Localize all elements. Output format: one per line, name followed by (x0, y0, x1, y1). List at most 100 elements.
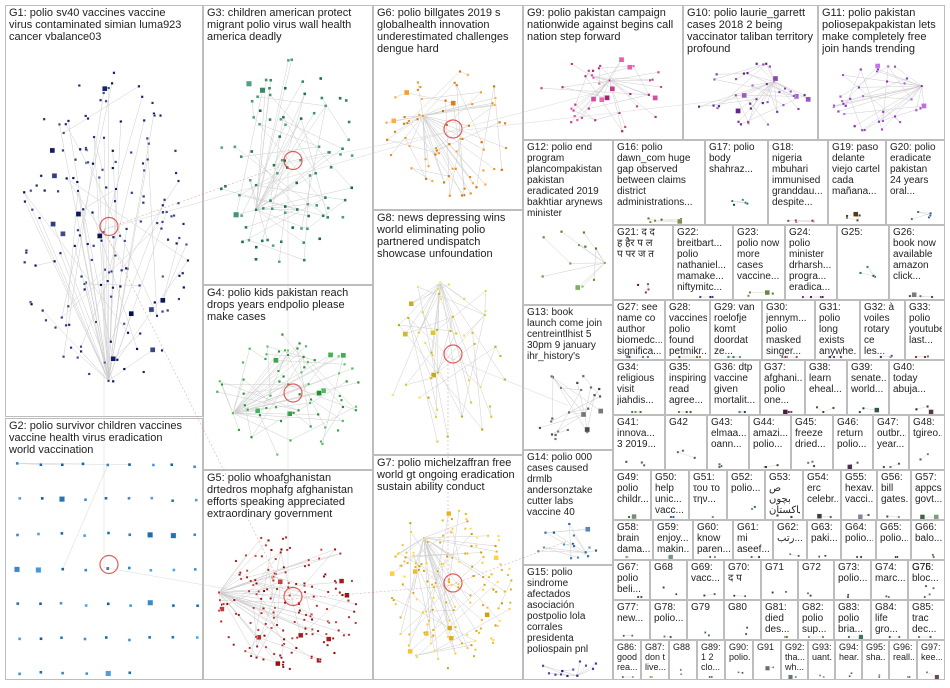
group-panel-g80: G80 (724, 600, 761, 640)
node-g4-53 (215, 390, 219, 394)
node-g3-38 (239, 213, 244, 218)
node-g8-45 (454, 331, 458, 335)
node-g9-7 (626, 64, 633, 71)
node-g28-0 (677, 355, 681, 359)
group-nodes-g92 (787, 674, 798, 679)
node-g5-112 (269, 596, 273, 600)
node-g5-14 (326, 636, 332, 642)
group-label-g1: G1: polio sv40 vaccines vaccine virus co… (9, 7, 182, 43)
group-nodes-g8 (391, 280, 507, 444)
node-g1-21 (138, 284, 142, 288)
node-g7-42 (450, 527, 454, 531)
group-nodes-g39 (858, 406, 880, 414)
node-g1-19 (103, 268, 107, 272)
node-g1-60 (101, 85, 108, 92)
node-g40-1 (915, 407, 918, 411)
node-g3-66 (329, 165, 333, 169)
group-nodes-g69 (703, 592, 716, 597)
node-set-g76 (924, 584, 935, 590)
node-g8-11 (462, 297, 466, 301)
node-g1-89 (87, 372, 91, 376)
node-g66-1 (932, 555, 935, 559)
node-g12-6 (542, 235, 546, 239)
group-nodes-g84 (888, 635, 901, 639)
node-g38-0 (832, 406, 835, 410)
node-g3-25 (244, 225, 248, 230)
node-g12-11 (568, 261, 572, 265)
node-g5-37 (255, 656, 259, 659)
node-g17-3 (745, 202, 749, 206)
node-g5-74 (310, 585, 314, 589)
node-set-g27 (625, 355, 650, 359)
node-g7-5 (470, 532, 474, 536)
node-g7-27 (486, 534, 490, 538)
node-g5-106 (256, 628, 260, 632)
node-g14-8 (587, 546, 591, 550)
node-g77-0 (631, 634, 634, 637)
node-g41-2 (640, 461, 644, 464)
group-nodes-g32 (879, 354, 894, 359)
group-label-g77: G77: new... (617, 602, 644, 624)
node-g1-164 (109, 270, 113, 274)
node-g2-3 (81, 462, 85, 466)
node-set-g32 (879, 354, 894, 359)
group-panel-g12: G12: polio end program plancompakistan p… (523, 140, 613, 305)
node-g3-22 (275, 171, 280, 176)
node-g5-53 (333, 547, 337, 551)
group-nodes-g33 (914, 355, 930, 359)
node-g1-28 (114, 187, 118, 191)
node-g12-4 (582, 230, 586, 234)
group-panel-g7: G7: polio michelzaffran free world gt on… (373, 455, 523, 680)
node-g4-65 (286, 349, 290, 353)
group-nodes-g71 (771, 590, 788, 594)
node-g7-40 (425, 561, 428, 565)
node-g3-61 (350, 153, 354, 158)
group-nodes-g23 (746, 289, 775, 298)
node-g80-1 (744, 632, 748, 636)
node-g3-26 (257, 122, 262, 127)
node-g7-100 (448, 635, 454, 641)
node-g94-0 (850, 672, 853, 675)
node-g14-7 (542, 545, 546, 549)
group-nodes-g55 (857, 513, 870, 519)
node-g4-50 (340, 352, 347, 359)
node-g11-0 (920, 84, 924, 88)
node-g3-87 (268, 117, 272, 122)
node-g5-117 (316, 629, 320, 633)
node-g4-62 (280, 333, 284, 337)
node-g1-32 (160, 220, 164, 224)
node-set-g20 (910, 210, 933, 221)
group-nodes-g74 (885, 595, 891, 599)
node-g34-1 (630, 410, 634, 414)
node-g30-2 (784, 355, 787, 359)
node-g1-78 (106, 279, 110, 283)
node-g7-115 (421, 610, 425, 614)
node-set-g85 (917, 635, 932, 639)
group-label-g88: G88 (673, 642, 691, 652)
node-g5-23 (338, 552, 342, 556)
node-g96-1 (908, 675, 911, 679)
node-g5-39 (281, 629, 285, 632)
node-g8-0 (438, 280, 442, 284)
node-set-g61 (750, 555, 761, 559)
node-g11-29 (860, 128, 864, 132)
node-g5-50 (262, 589, 266, 593)
group-panel-g34: G34: religious visit jiahdis... (613, 360, 665, 415)
node-set-g86 (621, 675, 635, 679)
node-g5-142 (294, 582, 298, 586)
group-label-g7: G7: polio michelzaffran free world gt on… (377, 457, 515, 493)
node-g11-25 (881, 119, 885, 123)
node-g1-141 (111, 286, 115, 290)
node-g10-9 (772, 75, 779, 82)
node-g3-0 (254, 207, 258, 212)
node-g1-13 (135, 347, 139, 351)
node-g73-0 (846, 593, 850, 597)
node-g1-81 (177, 274, 181, 278)
node-g15-1 (560, 669, 564, 673)
node-g9-13 (598, 64, 602, 68)
node-g3-59 (250, 149, 254, 154)
group-panel-g13: G13: book launch come join centreintlhis… (523, 305, 613, 450)
node-g1-6 (107, 270, 111, 274)
node-g2-16 (170, 498, 175, 503)
node-g3-28 (295, 207, 300, 212)
